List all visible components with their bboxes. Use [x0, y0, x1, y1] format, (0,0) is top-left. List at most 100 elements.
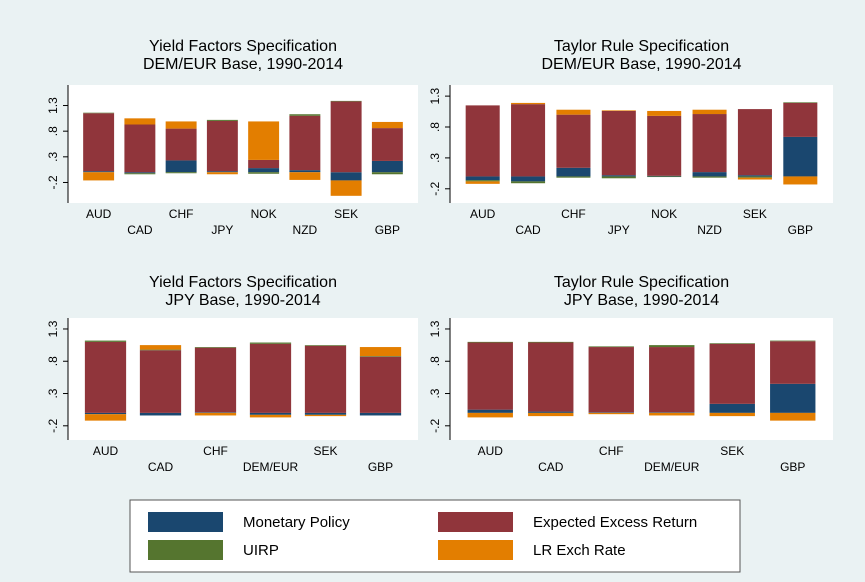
bar-segment: [84, 340, 127, 342]
bar-segment: [83, 171, 115, 173]
bar-segment: [770, 341, 816, 384]
y-tick-label: -.2: [428, 181, 442, 195]
bar-segment: [124, 173, 156, 175]
y-tick-label: .8: [428, 122, 442, 132]
bar-segment: [165, 172, 197, 174]
bar-segment: [139, 349, 182, 351]
bar-segment: [511, 104, 546, 177]
bar-segment: [737, 109, 772, 176]
chart-title: Yield Factors Specification: [149, 274, 337, 291]
bar-segment: [770, 412, 816, 421]
bar-segment: [692, 109, 727, 115]
bar-segment: [601, 176, 636, 179]
bar-segment: [371, 121, 403, 129]
bar-segment: [649, 347, 695, 413]
bar-segment: [770, 340, 816, 342]
bar-segment: [511, 102, 546, 105]
x-tick-label: JPY: [211, 223, 233, 237]
bar-segment: [84, 341, 127, 413]
bar-segment: [709, 343, 755, 344]
x-tick-label: AUD: [93, 444, 119, 458]
x-tick-label: CHF: [561, 207, 586, 221]
bar-segment: [467, 341, 513, 343]
x-tick-label: DEM/EUR: [243, 460, 299, 474]
bar-segment: [359, 356, 402, 413]
bar-segment: [330, 100, 362, 102]
legend-swatch: [438, 540, 513, 560]
bar-segment: [465, 181, 500, 184]
x-tick-label: GBP: [375, 223, 400, 237]
x-tick-label: NZD: [697, 223, 722, 237]
bar-segment: [649, 412, 695, 416]
legend-label: UIRP: [243, 542, 279, 559]
bar-segment: [194, 347, 237, 413]
legend-swatch: [438, 512, 513, 532]
bar-segment: [83, 112, 115, 114]
plot-area: [450, 318, 833, 440]
y-tick-label: -.2: [46, 418, 60, 432]
x-tick-label: AUD: [86, 207, 112, 221]
plot-area: [68, 85, 418, 203]
legend-label: LR Exch Rate: [533, 542, 626, 559]
y-tick-label: .8: [46, 356, 60, 366]
bar-segment: [304, 412, 347, 415]
bar-segment: [588, 412, 634, 413]
bar-segment: [371, 160, 403, 173]
legend-swatch: [148, 540, 223, 560]
bar-segment: [511, 176, 546, 182]
bar-segment: [709, 343, 755, 404]
bar-segment: [330, 180, 362, 196]
bar-segment: [647, 175, 682, 177]
legend-swatch: [148, 512, 223, 532]
bar-segment: [649, 412, 695, 413]
bar-segment: [647, 176, 682, 178]
x-tick-label: SEK: [720, 444, 744, 458]
legend-box: [129, 499, 741, 573]
x-tick-label: CAD: [148, 460, 174, 474]
bar-segment: [465, 180, 500, 182]
bar-segment: [588, 346, 634, 348]
x-tick-label: CHF: [599, 444, 624, 458]
bar-segment: [467, 412, 513, 418]
y-tick-label: .8: [46, 126, 60, 136]
bar-segment: [194, 412, 237, 416]
bar-segment: [528, 411, 574, 413]
bar-segment: [139, 345, 182, 350]
bar-segment: [289, 172, 321, 180]
chart-title: Taylor Rule Specification: [554, 274, 729, 291]
bar-segment: [206, 171, 238, 173]
bar-segment: [783, 102, 818, 137]
bar-segment: [588, 347, 634, 413]
bar-segment: [165, 121, 197, 129]
bar-segment: [371, 172, 403, 175]
y-tick-label: -.2: [428, 418, 442, 432]
bar-segment: [249, 342, 292, 344]
x-tick-label: GBP: [788, 223, 813, 237]
y-tick-label: .3: [46, 388, 60, 398]
legend-label: Expected Excess Return: [533, 514, 697, 531]
x-tick-label: NZD: [293, 223, 318, 237]
x-tick-label: CAD: [127, 223, 153, 237]
plot-area: [450, 85, 833, 203]
bar-segment: [737, 175, 772, 177]
bar-segment: [601, 110, 636, 111]
x-tick-label: DEM/EUR: [644, 460, 700, 474]
y-tick-label: 1.3: [46, 320, 60, 337]
bar-segment: [194, 347, 237, 348]
y-tick-label: -.2: [46, 175, 60, 189]
x-tick-label: AUD: [470, 207, 496, 221]
bar-segment: [465, 105, 500, 177]
bar-segment: [248, 121, 280, 160]
bar-segment: [465, 176, 500, 181]
bar-segment: [249, 412, 292, 415]
bar-segment: [556, 114, 591, 168]
y-tick-label: 1.3: [428, 320, 442, 337]
bar-segment: [556, 109, 591, 115]
bar-segment: [556, 167, 591, 177]
bar-segment: [304, 345, 347, 413]
chart-subtitle: JPY Base, 1990-2014: [564, 292, 719, 309]
bar-segment: [249, 414, 292, 418]
bar-segment: [737, 177, 772, 180]
x-tick-label: SEK: [334, 207, 358, 221]
bar-segment: [139, 350, 182, 413]
